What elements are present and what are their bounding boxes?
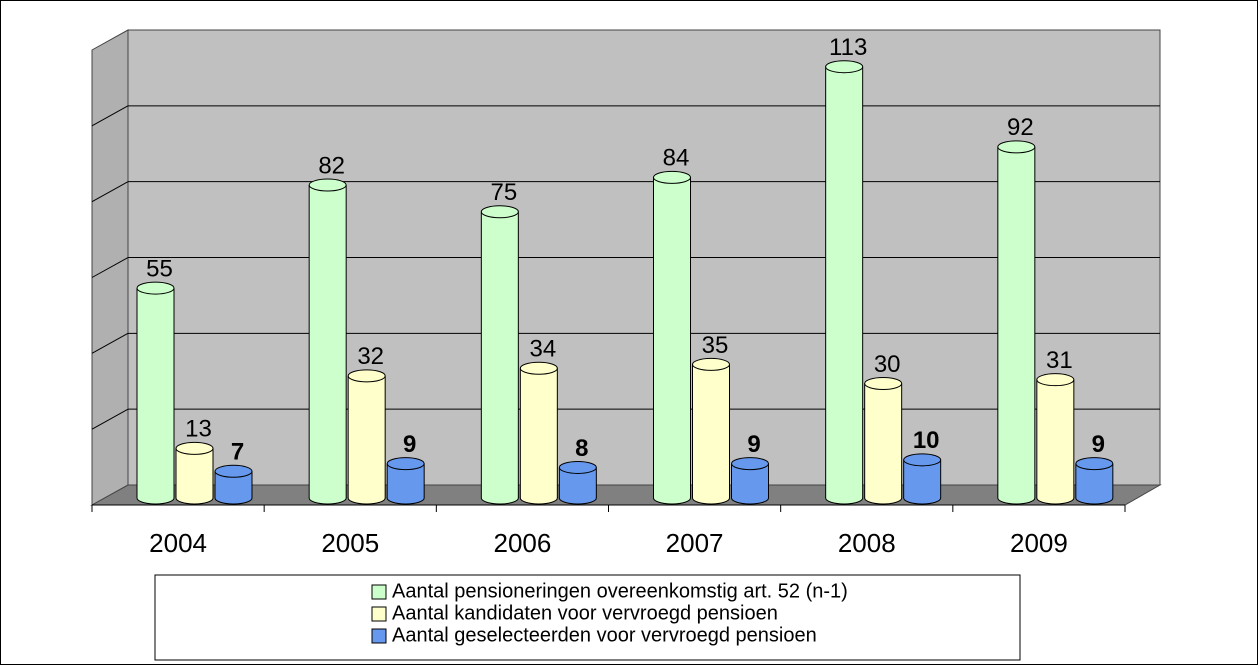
grid-line (91, 181, 129, 203)
data-label: 13 (185, 416, 212, 443)
legend-label: Aantal geselecteerden voor vervroegd pen… (392, 624, 817, 646)
data-label: 34 (529, 336, 556, 363)
bar-top (653, 170, 691, 184)
bar-top (731, 457, 769, 471)
data-label: 8 (575, 435, 588, 462)
bar (997, 146, 1035, 498)
bar-top (903, 453, 942, 467)
bar (692, 364, 730, 498)
data-label: 9 (747, 431, 760, 458)
bar (348, 375, 386, 498)
data-label: 9 (403, 431, 416, 458)
data-label: 113 (829, 34, 867, 61)
bar (309, 185, 347, 499)
bar-top (480, 205, 519, 219)
bar-top (997, 140, 1036, 154)
bar-top (864, 377, 903, 390)
x-tick-label: 2006 (493, 528, 551, 558)
bar (481, 211, 519, 498)
data-label: 32 (357, 343, 384, 370)
bar-top (1036, 373, 1075, 387)
bar (176, 448, 213, 498)
x-tick-label: 2009 (1010, 528, 1068, 558)
legend-swatch (371, 584, 387, 600)
legend-label: Aantal pensioneringen overeenkomstig art… (392, 580, 848, 602)
data-label: 75 (490, 179, 517, 206)
bar (137, 288, 174, 498)
bar (653, 177, 691, 498)
grid-line (91, 105, 129, 127)
bar-top (558, 460, 597, 474)
bar (825, 66, 863, 498)
data-label: 7 (231, 439, 244, 466)
x-tick-label: 2007 (666, 528, 724, 558)
bar-top (136, 281, 175, 295)
bar-top (519, 361, 558, 375)
legend-swatch (371, 628, 387, 644)
data-label: 35 (702, 332, 729, 359)
bar (864, 383, 902, 498)
bar-top (1075, 457, 1114, 471)
data-label: 84 (663, 145, 690, 172)
x-tick-label: 2005 (321, 528, 379, 558)
bar-top (347, 369, 386, 383)
bar-top (692, 357, 730, 371)
data-label: 10 (913, 427, 940, 454)
bar-top (175, 441, 214, 455)
data-label: 55 (146, 255, 173, 282)
x-tick-label: 2008 (838, 528, 896, 558)
data-label: 82 (318, 152, 345, 179)
legend (154, 574, 1021, 661)
bar-top (825, 60, 864, 74)
grid-line (91, 332, 129, 354)
data-label: 30 (874, 351, 901, 378)
bar-top (386, 457, 425, 471)
data-label: 31 (1046, 347, 1073, 374)
bar-top (214, 464, 253, 478)
legend-label: Aantal kandidaten voor vervroegd pensioe… (392, 602, 778, 624)
data-label: 9 (1092, 431, 1105, 458)
bar (520, 368, 558, 498)
grid-line (91, 408, 129, 430)
grid-line (91, 257, 129, 278)
bar (1036, 379, 1074, 498)
x-tick-label: 2004 (149, 528, 207, 558)
bar-top (308, 178, 347, 192)
legend-swatch (371, 606, 387, 622)
data-label: 92 (1007, 114, 1034, 141)
